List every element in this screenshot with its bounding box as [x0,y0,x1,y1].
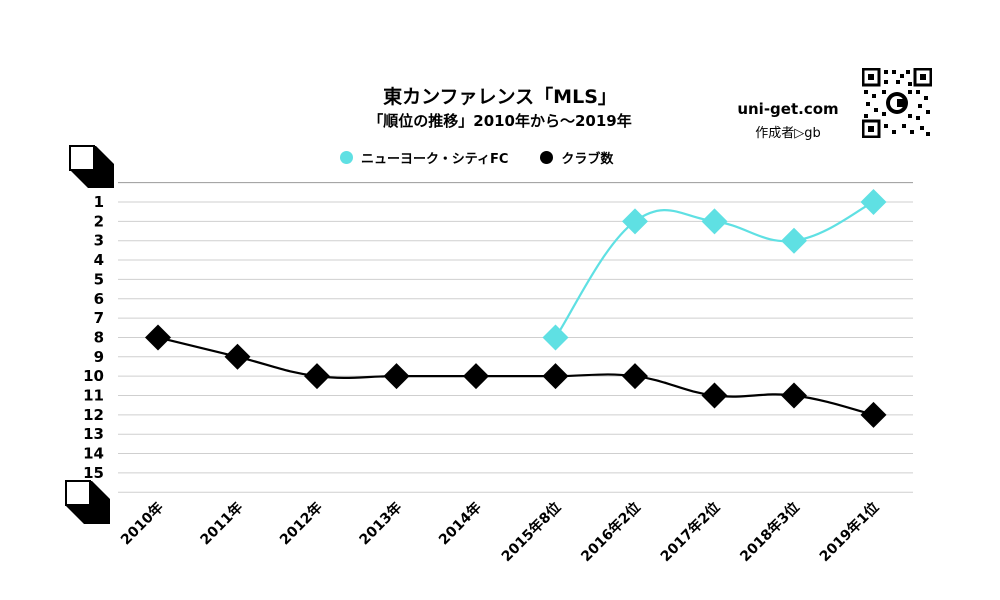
data-point-nycfc [860,189,887,215]
y-tick-label: 8 [94,328,104,346]
data-point-nycfc [781,227,807,254]
top-corner-block-face [69,145,95,171]
x-tick-label: 2015年8位 [498,499,564,565]
legend: ニューヨーク・シティFC クラブ数 [340,148,637,167]
legend-entry-nycfc: ニューヨーク・シティFC [340,148,508,167]
data-point-clubs [383,363,410,390]
corner-decorations [65,145,114,524]
y-tick-label: 1 [94,193,104,211]
data-point-clubs [781,382,807,409]
y-tick-label: 11 [83,387,104,405]
x-axis-ticks: 2010年 2011年 2012年 2013年 2014年 2015年8位 2016年2位 2… [117,499,882,565]
legend-marker-clubs [540,151,554,164]
y-tick-label: 4 [94,251,104,269]
chart-title: 東カンファレンス「MLS」 [383,86,617,108]
x-tick-label: 2017年2位 [657,499,723,565]
x-tick-label: 2014年 [435,499,484,548]
y-tick-label: 13 [83,425,104,443]
x-tick-label: 2016年2位 [578,499,644,565]
bottom-corner-block-face [65,480,91,506]
data-point-nycfc [622,208,648,235]
y-tick-label: 7 [94,309,104,327]
data-point-clubs [224,343,251,370]
data-point-clubs [622,363,648,390]
y-tick-label: 10 [83,367,104,385]
data-point-clubs [145,324,171,351]
legend-entry-clubs: クラブ数 [540,148,613,167]
data-point-clubs [860,401,887,428]
data-point-clubs [304,363,330,390]
y-tick-label: 6 [94,290,104,308]
x-tick-label: 2019年1位 [816,499,882,565]
y-tick-label: 2 [94,212,104,230]
data-point-nycfc [542,324,569,351]
y-tick-label: 12 [83,406,104,424]
data-point-clubs [463,363,489,390]
legend-label-nycfc: ニューヨーク・シティFC [361,152,509,167]
series-layer [145,189,887,428]
chart-subtitle: 「順位の推移」2010年から～2019年 [368,112,632,130]
y-tick-label: 5 [94,270,104,288]
gridlines [118,182,913,493]
legend-label-clubs: クラブ数 [561,152,614,167]
x-tick-label: 2011年 [197,499,246,548]
x-tick-label: 2010年 [117,499,166,548]
qr-code-icon [862,68,932,138]
y-tick-label: 14 [83,445,104,463]
x-tick-label: 2018年3位 [737,499,803,565]
y-tick-label: 15 [83,464,104,482]
y-tick-label: 9 [94,348,104,366]
data-point-nycfc [701,208,728,235]
data-point-clubs [701,382,728,409]
series-line-clubs [157,336,874,416]
x-tick-label: 2012年 [276,499,325,548]
y-tick-label: 3 [94,232,104,250]
legend-marker-nycfc [340,151,353,164]
data-point-clubs [542,363,569,390]
site-name: uni-get.com [737,100,839,118]
author-credit: 作成者▷gb [755,126,821,141]
x-tick-label: 2013年 [356,499,405,548]
